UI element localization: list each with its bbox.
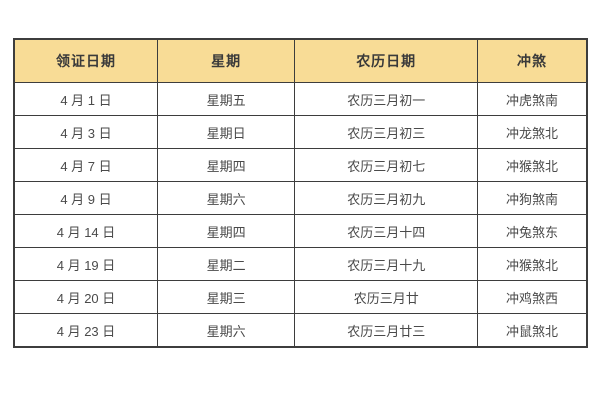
- table-cell: 冲狗煞南: [477, 181, 588, 215]
- header-clash: 冲煞: [477, 38, 588, 83]
- header-weekday: 星期: [156, 38, 296, 83]
- table-row: 4 月 14 日星期四 农历三月十四 冲兔煞东: [13, 214, 588, 248]
- table-header-row: 领证日期 星期 农历日期 冲煞: [13, 38, 588, 83]
- table-cell: 4 月 3 日: [13, 115, 158, 149]
- table-cell: 星期四: [156, 214, 296, 248]
- table-row: 4 月 7 日星期四 农历三月初七 冲猴煞北: [13, 148, 588, 182]
- table-cell: 农历三月初三: [294, 115, 479, 149]
- table-row: 4 月 9 日星期六 农历三月初九 冲狗煞南: [13, 181, 588, 215]
- table-cell: 4 月 1 日: [13, 82, 158, 116]
- table-cell: 4 月 9 日: [13, 181, 158, 215]
- table-cell: 星期五: [156, 82, 296, 116]
- header-lunar-date: 农历日期: [294, 38, 479, 83]
- table-row: 4 月 20 日星期三 农历三月廿 冲鸡煞西: [13, 280, 588, 314]
- table-cell: 冲鸡煞西: [477, 280, 588, 314]
- marriage-date-table: 领证日期 星期 农历日期 冲煞 4 月 1 日星期五 农历三月初一 冲虎煞南 4 月 …: [13, 38, 588, 348]
- table-cell: 星期二: [156, 247, 296, 281]
- table-cell: 农历三月初九: [294, 181, 479, 215]
- table-cell: 4 月 19 日: [13, 247, 158, 281]
- table-cell: 4 月 23 日: [13, 313, 158, 348]
- table-cell: 星期六: [156, 313, 296, 348]
- header-certificate-date: 领证日期: [13, 38, 158, 83]
- table-header: 领证日期 星期 农历日期 冲煞: [13, 38, 588, 83]
- table-cell: 星期六: [156, 181, 296, 215]
- table-cell: 4 月 14 日: [13, 214, 158, 248]
- table-cell: 冲虎煞南: [477, 82, 588, 116]
- table-cell: 冲猴煞北: [477, 247, 588, 281]
- table-cell: 星期四: [156, 148, 296, 182]
- table-row: 4 月 23 日星期六 农历三月廿三 冲鼠煞北: [13, 313, 588, 348]
- table-cell: 冲鼠煞北: [477, 313, 588, 348]
- table-cell: 星期日: [156, 115, 296, 149]
- table-cell: 星期三: [156, 280, 296, 314]
- table-body: 4 月 1 日星期五 农历三月初一 冲虎煞南 4 月 3 日星期日 农历三月初三 冲龙煞北…: [13, 82, 588, 348]
- table-cell: 农历三月初一: [294, 82, 479, 116]
- table-row: 4 月 19 日星期二 农历三月十九 冲猴煞北: [13, 247, 588, 281]
- table-cell: 农历三月十九: [294, 247, 479, 281]
- table-cell: 冲龙煞北: [477, 115, 588, 149]
- table-cell: 农历三月十四: [294, 214, 479, 248]
- table-cell: 农历三月廿三: [294, 313, 479, 348]
- table-row: 4 月 3 日星期日 农历三月初三 冲龙煞北: [13, 115, 588, 149]
- table-cell: 冲猴煞北: [477, 148, 588, 182]
- table-cell: 农历三月初七: [294, 148, 479, 182]
- table-cell: 4 月 7 日: [13, 148, 158, 182]
- table-cell: 冲兔煞东: [477, 214, 588, 248]
- table-row: 4 月 1 日星期五 农历三月初一 冲虎煞南: [13, 82, 588, 116]
- table-cell: 农历三月廿: [294, 280, 479, 314]
- table-cell: 4 月 20 日: [13, 280, 158, 314]
